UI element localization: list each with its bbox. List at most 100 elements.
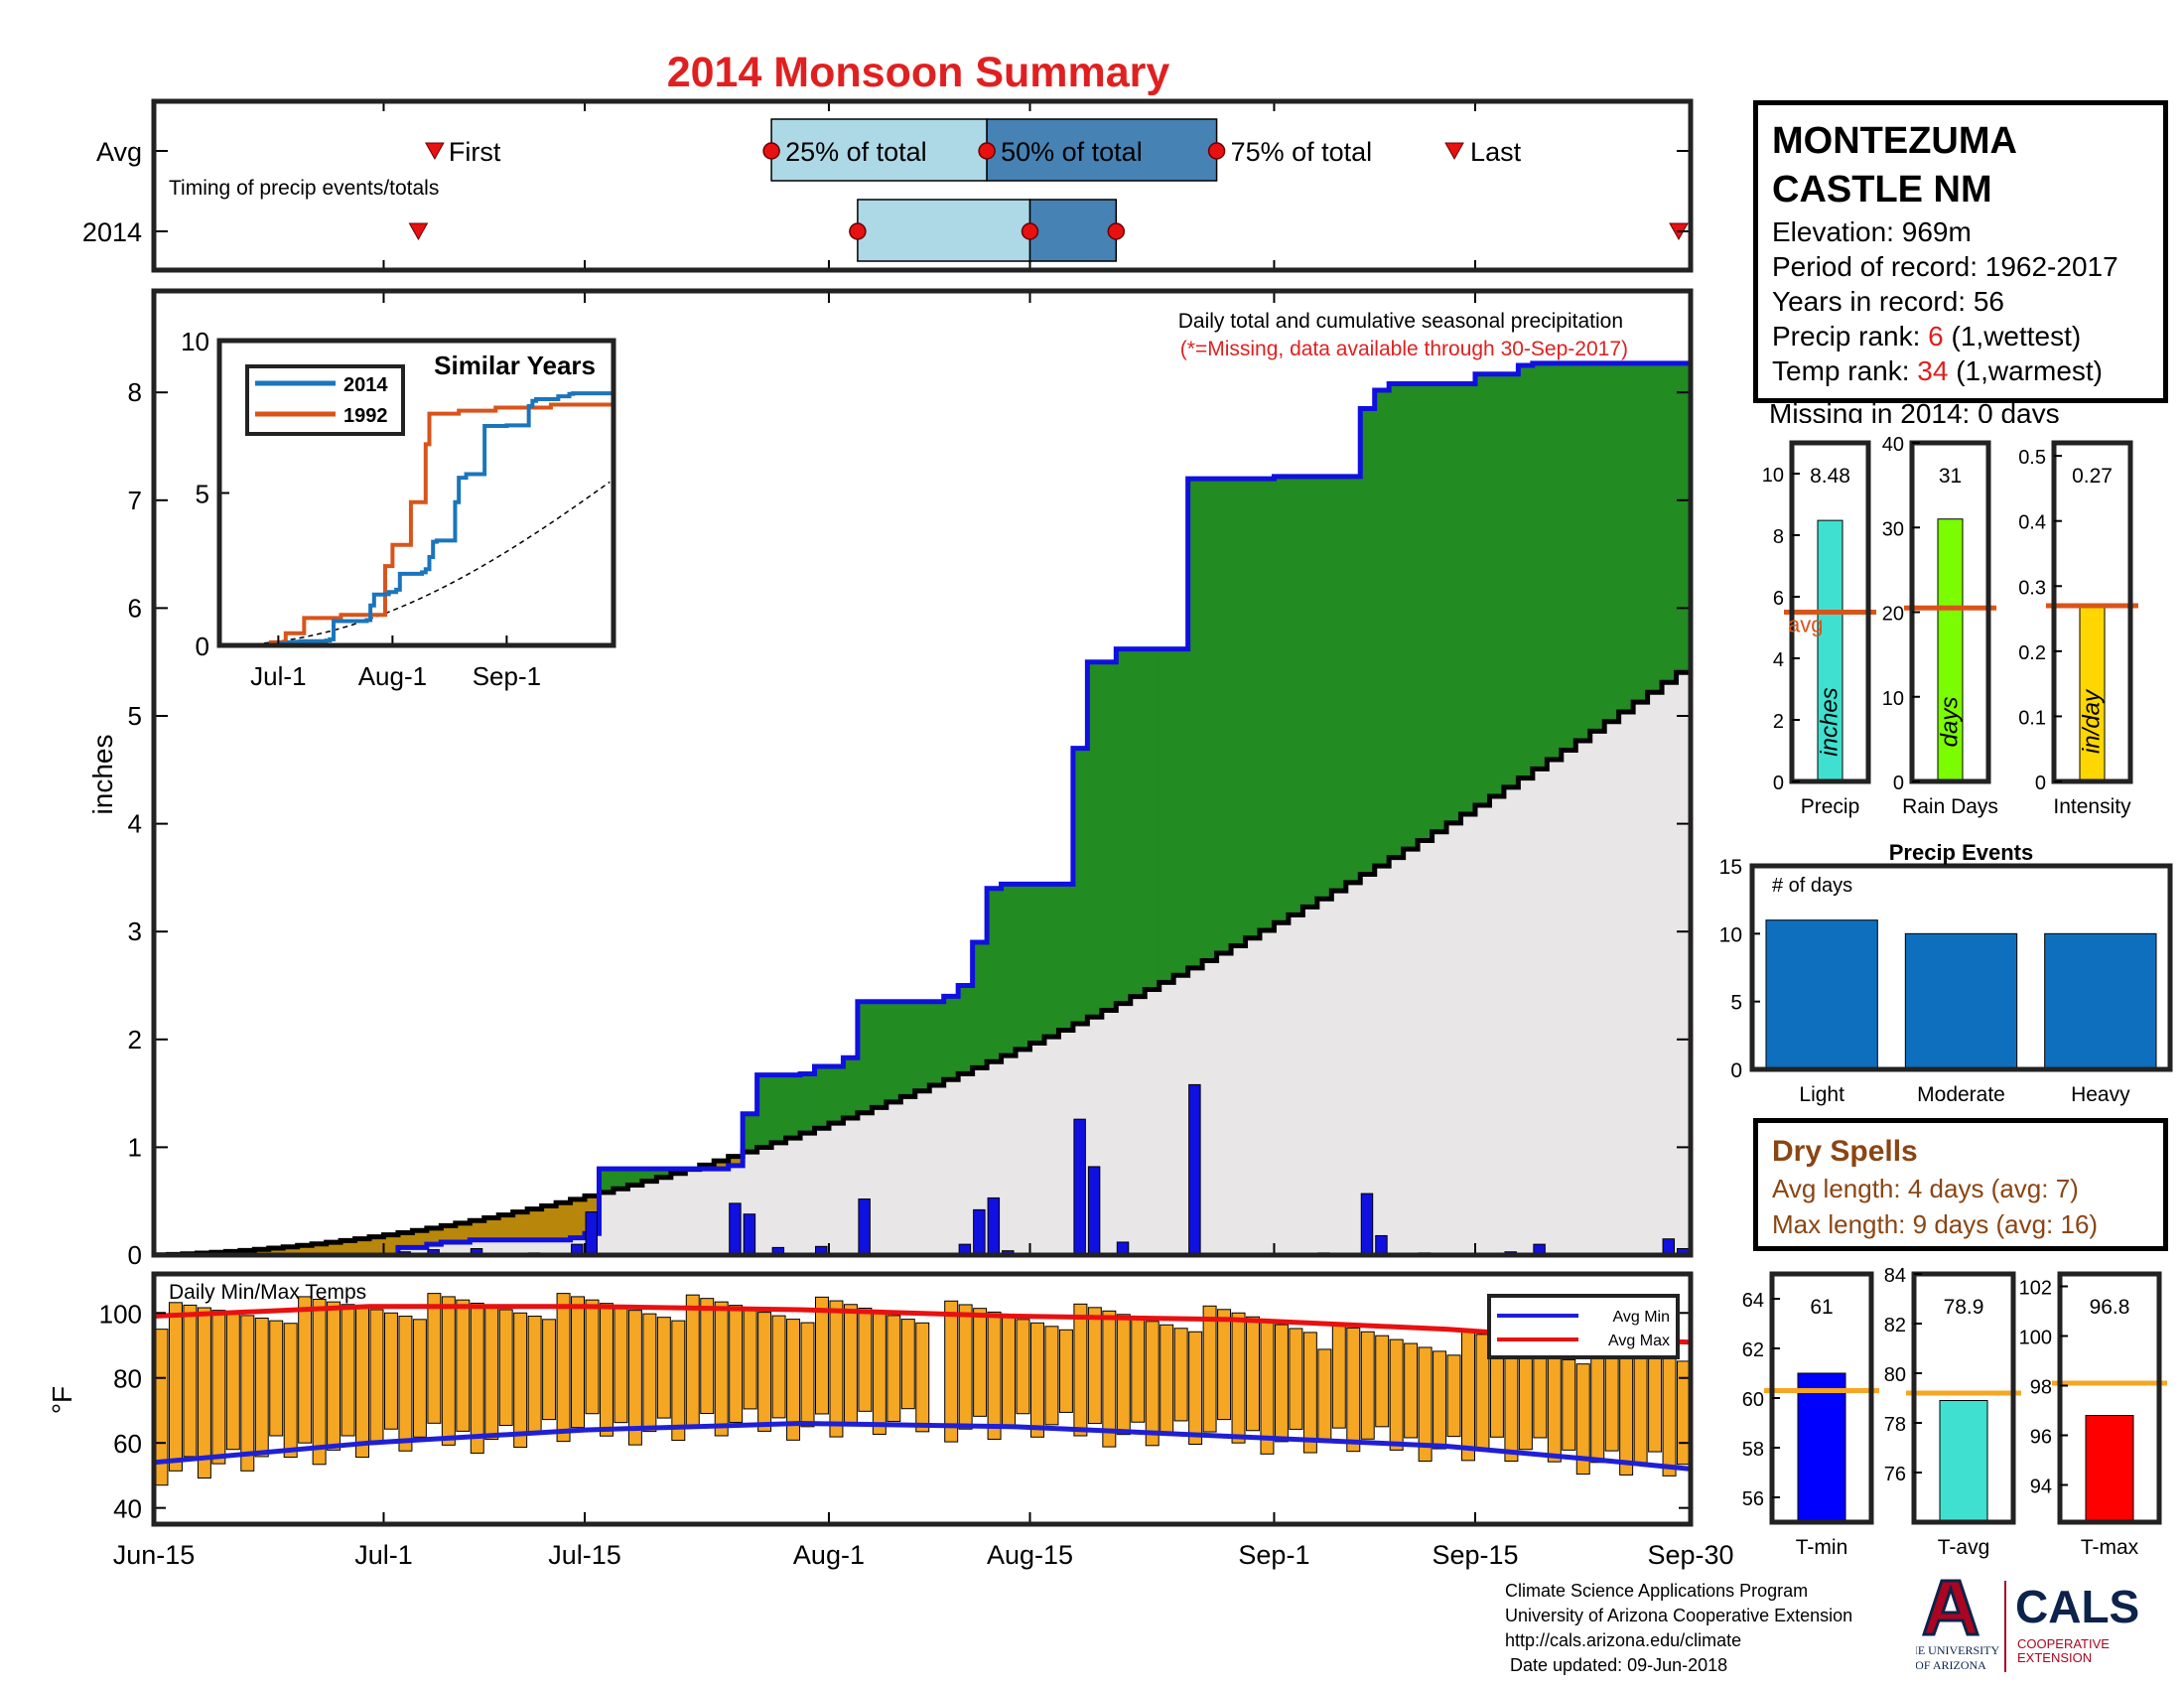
below-average-fill [412,1230,428,1248]
daily-temp-range-bar [341,1304,355,1437]
daily-temp-range-bar [1202,1305,1217,1433]
precip-events-ylabel: # of days [1772,875,1852,897]
temp-gauge-ytick-label: 60 [1742,1389,1764,1411]
daily-temp-range-bar [1002,1315,1017,1428]
average-cumulative-line [151,669,1691,1258]
precip-gauge-1: 0 2 4 6 8 10 8.48 Precip inches avg [1762,440,1876,818]
credits-line4: Date updated: 09-Jun-2018 [1505,1655,1728,1675]
above-average-fill [771,1074,787,1143]
above-average-fill [1432,383,1447,832]
above-average-fill [1029,884,1045,1044]
above-average-fill [1633,362,1649,703]
average-area-fill [627,1185,643,1255]
temp-gauge-label: T-avg [1938,1536,1990,1559]
above-average-fill [1474,373,1491,806]
timing-row-label-avg: Avg [96,137,142,167]
daily-temp-range-bar [743,1308,757,1410]
above-average-fill [1647,362,1663,693]
precip-gauge-unit: inches [1817,687,1843,756]
average-area-fill [1432,831,1447,1255]
daily-precip-bar [1188,1083,1201,1256]
average-area-fill [1274,922,1290,1255]
above-average-fill [1145,648,1160,990]
average-area-fill [1489,796,1505,1255]
daily-temp-range-bar [1418,1346,1433,1463]
daily-temp-range-bar [1346,1327,1361,1453]
average-area-fill [1418,840,1433,1255]
daily-temp-range-bar [1016,1319,1030,1415]
above-average-fill [1202,479,1218,961]
average-area-fill [1302,907,1318,1255]
temp-gauge-frame [2057,1271,2162,1525]
below-average-fill [556,1202,572,1240]
average-area-fill [412,1247,428,1255]
above-average-fill [943,996,959,1080]
average-area-fill [929,1085,945,1255]
year-q75-marker [1107,222,1126,240]
precip-gauge-frame [2051,440,2133,784]
series-2014-line [219,386,615,647]
above-average-fill [843,1057,859,1118]
daily-temp-range-bar [312,1299,327,1466]
daily-temp-range-bar [729,1305,744,1423]
daily-temp-range-bar [1102,1310,1117,1448]
average-area-fill [1231,945,1247,1255]
coop-ext-line1: COOPERATIVE [2017,1636,2110,1651]
average-area-fill [1202,960,1218,1255]
below-average-fill [527,1208,543,1240]
above-average-fill [929,1001,945,1086]
similar-years-inset: 0 5 10 Jul-1 Aug-1 Sep-1 Similar Years 2014 1992 [181,327,616,691]
below-average-fill [512,1211,528,1240]
inset-xtick-label: Jul-1 [250,661,306,691]
above-average-fill [1518,365,1534,778]
above-average-fill [1302,476,1318,908]
daily-temp-range-bar [887,1315,901,1423]
below-average-fill [297,1245,313,1255]
daily-temp-range-bar [1518,1346,1533,1451]
temp-xtick-label: Sep-15 [1432,1540,1518,1570]
precip-gauge-ytick-label: 0 [2035,773,2046,794]
above-average-fill [743,1113,758,1153]
precip-gauge-ytick-label: 4 [1773,649,1784,671]
avg-q25-marker [762,142,780,160]
cumulative-ytick-label: 3 [128,916,142,946]
below-average-fill [312,1243,328,1255]
daily-temp-range-bar [1562,1358,1576,1451]
average-area-fill [785,1138,801,1255]
daily-temp-range-bar [571,1296,586,1429]
above-average-fill [613,1169,629,1190]
above-average-fill [1418,383,1433,841]
above-average-fill [1216,479,1232,954]
average-area-fill [943,1079,959,1255]
above-average-fill [1043,884,1060,1038]
timing-legend-last: Last [1470,137,1522,167]
average-area-fill [972,1067,988,1255]
temp-gauge-3: 94 96 98 100 102 96.8 T-max [2019,1271,2167,1559]
average-area-fill [814,1128,830,1255]
daily-temp-range-bar [1274,1324,1289,1443]
above-average-fill [1503,373,1519,787]
legend-avg-max-label: Avg Max [1608,1333,1670,1349]
below-average-fill [354,1238,370,1255]
daily-temp-range-bar [527,1316,542,1435]
above-average-fill [1532,362,1548,770]
daily-temp-range-bar [1662,1356,1677,1477]
daily-temp-range-bar [383,1312,398,1430]
average-area-fill [1130,996,1146,1255]
series-1992-line [219,402,615,647]
above-average-fill [656,1169,672,1178]
daily-temp-range-bar [240,1315,255,1472]
average-area-fill [1216,953,1232,1255]
below-average-fill [470,1220,485,1240]
daily-temp-range-bar [1231,1312,1246,1444]
temp-gauge-value-label: 96.8 [2090,1296,2130,1319]
timing-legend-first: First [449,137,501,167]
daily-temp-range-bar [843,1304,858,1425]
credits-line3: http://cals.arizona.edu/climate [1505,1630,1742,1650]
average-area-fill [756,1147,772,1255]
daily-temp-range-bar [973,1308,988,1417]
above-average-fill [1676,362,1692,673]
average-area-fill [1288,914,1303,1255]
above-average-fill [785,1074,801,1139]
temp-gauge-ytick-label: 98 [2030,1377,2052,1399]
